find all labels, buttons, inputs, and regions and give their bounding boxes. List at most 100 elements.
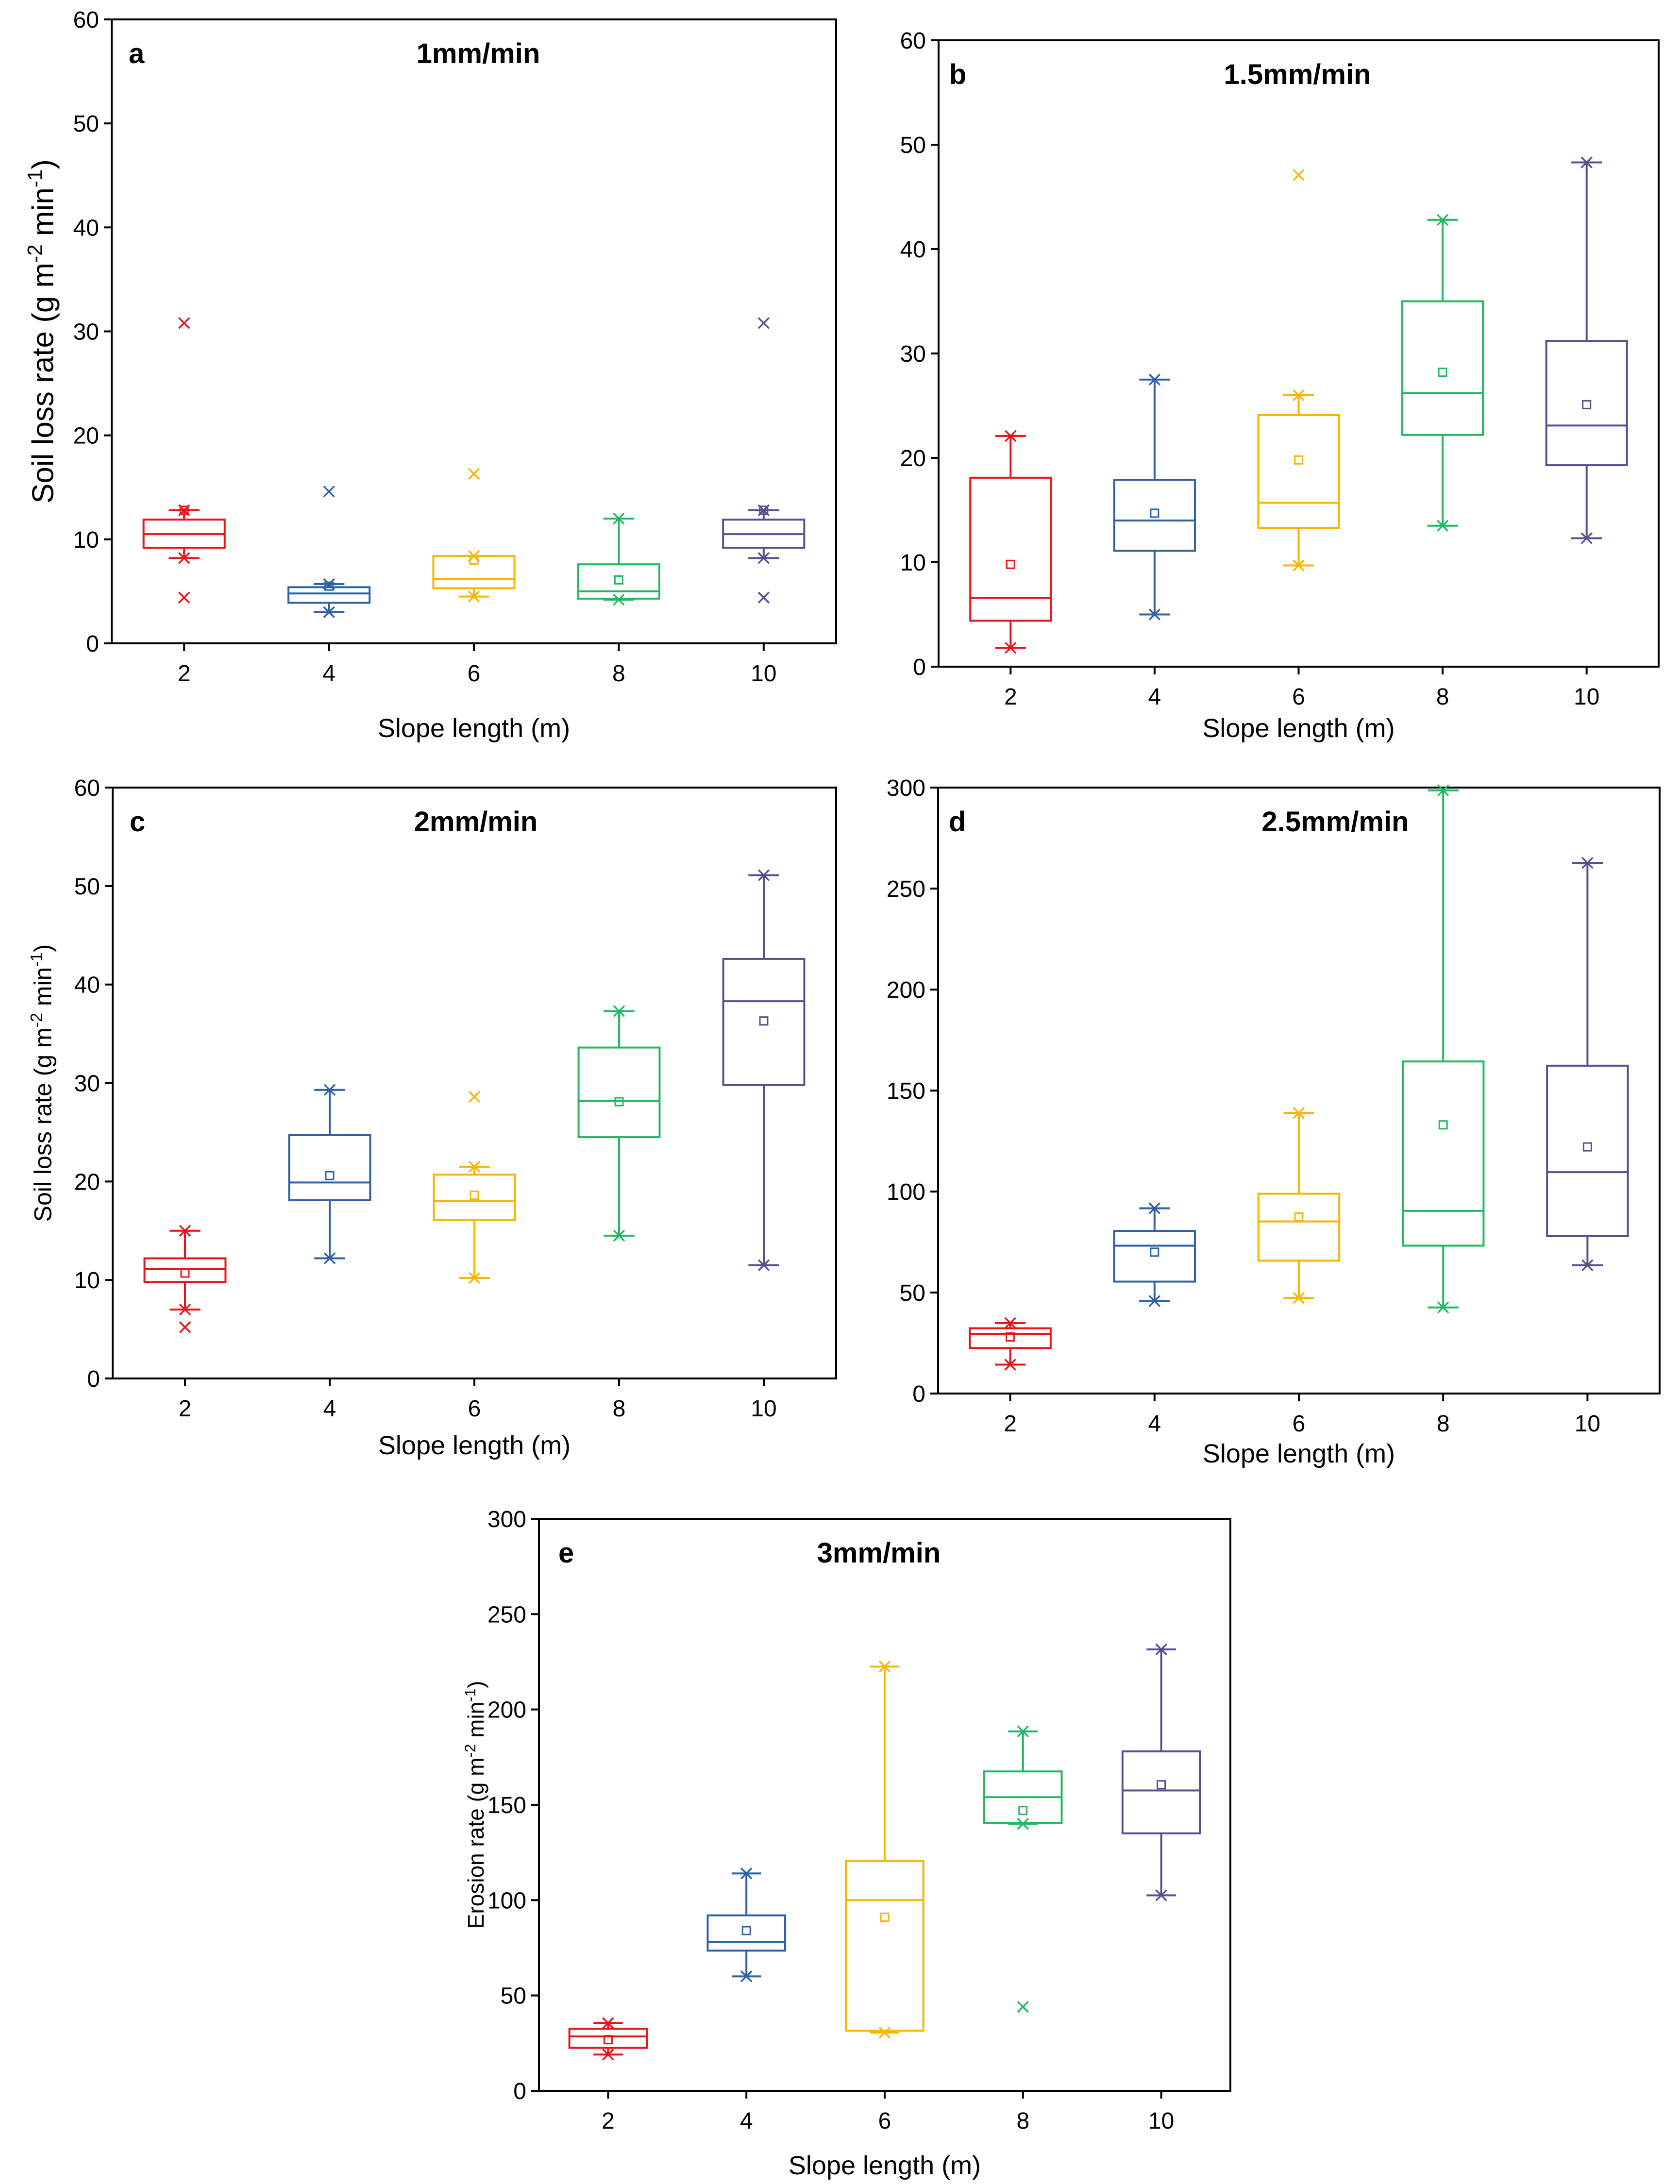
mean-marker (1438, 368, 1447, 377)
panel-letter: b (949, 59, 966, 90)
iqr-box (288, 1134, 371, 1201)
extreme-marker (178, 552, 191, 564)
x-tick-label: 10 (751, 1396, 776, 1422)
extreme-marker (878, 2026, 891, 2039)
x-tick-label: 8 (1016, 2108, 1029, 2134)
y-tick-label: 40 (73, 215, 99, 241)
iqr-box (143, 1257, 227, 1283)
panel-b: 0 10 20 30 40 50 60 2 4 6 8 10 Slope length (m) b 1.5m… (900, 28, 1660, 743)
extreme-marker (323, 1252, 336, 1264)
box-6m (432, 468, 516, 603)
x-tick-label: 10 (1575, 1411, 1600, 1437)
y-tick-label: 30 (74, 1071, 100, 1097)
panel-letter: c (130, 806, 145, 838)
x-tick-label: 8 (1437, 1411, 1450, 1437)
extreme-marker (178, 1225, 192, 1237)
panel-frame (938, 39, 1660, 668)
y-tick-label: 0 (87, 1366, 100, 1392)
mean-marker (603, 2035, 613, 2045)
mean-marker (759, 505, 769, 515)
y-tick-label: 50 (900, 1280, 925, 1306)
panel-title: 3mm/min (817, 1537, 941, 1569)
extreme-marker (1292, 1292, 1306, 1304)
extreme-marker (612, 1005, 626, 1017)
box-4m (287, 486, 371, 618)
y-tick-label: 250 (487, 1602, 526, 1628)
x-tick-label: 4 (1148, 1411, 1161, 1437)
y-axis-title: Soil loss rate (g m-2 min-1) (28, 944, 57, 1222)
mean-marker (614, 1097, 624, 1107)
x-axis-title: Slope length (m) (1203, 1439, 1395, 1468)
x-tick-label: 6 (878, 2108, 891, 2134)
box-4m (288, 1084, 371, 1264)
panel-title: 1mm/min (417, 38, 540, 69)
box-4m (706, 1867, 786, 1982)
extreme-marker (468, 1272, 481, 1284)
mean-marker (470, 1191, 479, 1200)
box-2m (142, 317, 226, 604)
extreme-marker (757, 1259, 771, 1271)
x-tick-label: 10 (751, 661, 776, 687)
mean-marker (1582, 400, 1592, 409)
box-2m (969, 1317, 1052, 1371)
extreme-marker (1148, 608, 1161, 621)
box-8m (1401, 784, 1485, 1314)
y-tick-label: 40 (74, 973, 100, 998)
iqr-box (1545, 340, 1628, 467)
x-tick-label: 4 (1148, 684, 1161, 710)
outlier-marker (178, 317, 190, 329)
extreme-marker (322, 606, 336, 618)
mean-marker (1582, 1142, 1592, 1152)
outlier-marker (757, 591, 770, 604)
panel-a: 0 10 20 30 40 50 60 2 4 6 8 10 Slope length (m) Soil … (23, 7, 837, 743)
y-tick-label: 20 (900, 446, 926, 471)
iqr-box (577, 563, 660, 600)
panel-title: 1.5mm/min (1224, 59, 1371, 90)
box-10m (722, 869, 806, 1271)
iqr-box (1257, 414, 1340, 529)
x-tick-label: 6 (1293, 1411, 1306, 1437)
panel-frame (112, 787, 837, 1379)
mean-marker (759, 1016, 769, 1026)
extreme-marker (612, 512, 625, 525)
mean-marker (1018, 1806, 1028, 1815)
extreme-marker (757, 552, 770, 564)
mean-marker (741, 1926, 751, 1935)
x-tick-label: 2 (1004, 684, 1017, 710)
mean-marker (1157, 1780, 1166, 1790)
y-axis-title: Soil loss rate (g m-2 min-1) (23, 159, 60, 504)
mean-marker (1150, 508, 1159, 518)
extreme-marker (1148, 373, 1161, 386)
extreme-marker (878, 1661, 891, 1673)
y-tick-label: 30 (900, 341, 926, 367)
mean-marker (324, 581, 334, 591)
x-axis-title: Slope length (m) (378, 1431, 571, 1460)
box-10m (1545, 156, 1628, 544)
y-tick-label: 60 (900, 28, 926, 54)
outlier-marker (1017, 2000, 1029, 2013)
panel-letter: a (129, 38, 145, 69)
x-tick-label: 2 (602, 2108, 615, 2134)
x-tick-label: 6 (468, 661, 481, 687)
outlier-marker (323, 486, 335, 498)
x-tick-label: 8 (612, 661, 625, 687)
y-tick-label: 200 (887, 977, 925, 1003)
y-tick-label: 20 (74, 1169, 100, 1195)
box-10m (1546, 857, 1629, 1272)
y-tick-label: 60 (74, 775, 100, 801)
extreme-marker (1437, 784, 1450, 797)
extreme-marker (1581, 857, 1594, 869)
mean-marker (1438, 1120, 1448, 1130)
extreme-marker (1580, 532, 1593, 544)
y-tick-label: 250 (887, 876, 925, 902)
panel-frame (937, 787, 1661, 1394)
x-tick-label: 2 (1004, 1411, 1017, 1437)
outlier-marker (757, 317, 770, 329)
x-tick-label: 8 (1436, 684, 1449, 710)
iqr-box (287, 586, 371, 604)
outlier-marker (178, 591, 190, 604)
mean-marker (469, 555, 479, 565)
iqr-box (1113, 479, 1196, 552)
iqr-box (1113, 1230, 1196, 1283)
